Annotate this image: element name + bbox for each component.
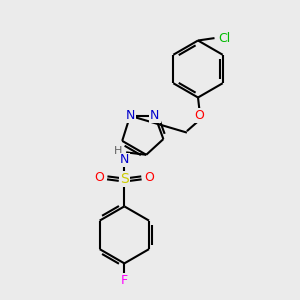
Text: Cl: Cl: [218, 32, 230, 45]
Text: N: N: [150, 109, 160, 122]
Text: N: N: [125, 109, 135, 122]
Text: F: F: [121, 274, 128, 287]
Text: H: H: [114, 146, 122, 157]
Text: N: N: [120, 153, 129, 167]
Text: O: O: [145, 171, 154, 184]
Text: S: S: [120, 172, 129, 186]
Text: O: O: [195, 109, 204, 122]
Text: O: O: [94, 171, 104, 184]
